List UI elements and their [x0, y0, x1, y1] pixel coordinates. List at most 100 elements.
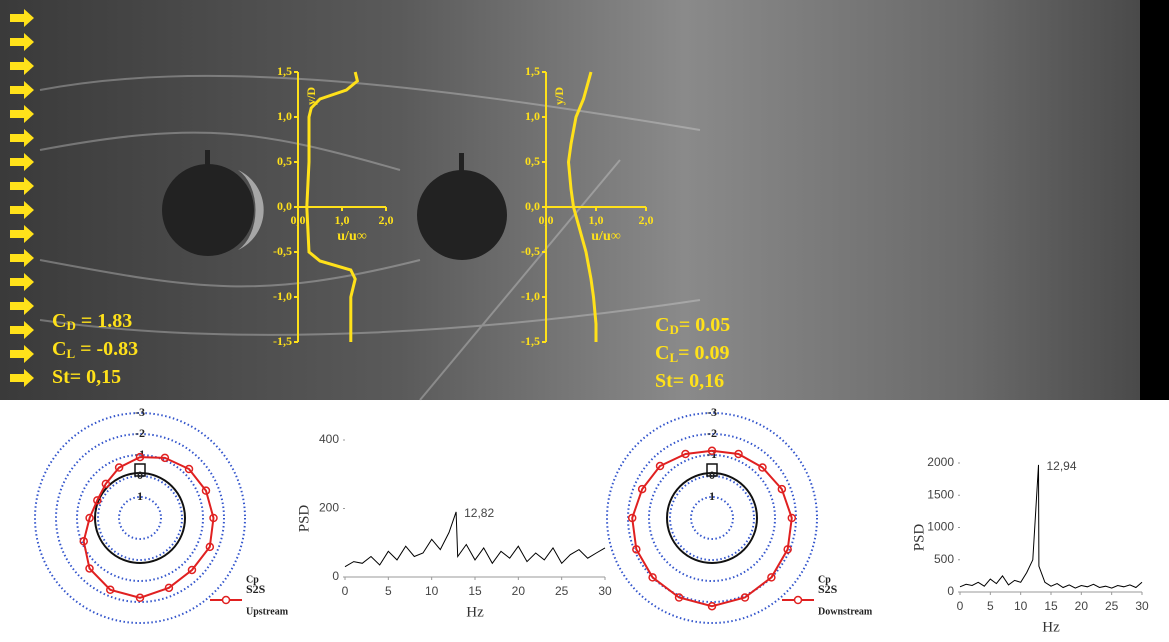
legend-entry: S2S: [818, 582, 838, 596]
x-tick-label: 1,0: [335, 213, 350, 227]
value-text: St= 0,16: [655, 370, 724, 392]
cp-marker: [209, 513, 218, 523]
r-tick-label: 1: [709, 489, 715, 503]
x-tick-label: 5: [987, 599, 994, 613]
cp-marker: [627, 513, 637, 523]
cp-marker: [201, 486, 211, 495]
subscript: L: [66, 346, 75, 361]
r-tick-label: -2: [135, 426, 145, 440]
legend-title: Cp: [818, 574, 831, 585]
legend-subtitle: Upstream: [246, 606, 289, 617]
cp-marker: [164, 583, 174, 593]
inflow-arrow: [10, 297, 34, 315]
x-tick-label: 15: [468, 584, 482, 598]
y-tick-label: 1000: [927, 520, 954, 534]
x-tick-label: 10: [425, 584, 439, 598]
y-tick-label: -1,0: [521, 289, 540, 303]
cp-marker: [777, 484, 787, 494]
x-tick-label: 25: [1105, 599, 1119, 613]
legend-entry: S2S: [246, 582, 266, 596]
y-tick-label: 1,5: [277, 64, 292, 78]
coefficient-label: St= 0,15: [52, 366, 121, 388]
y-tick-label: 0,0: [277, 199, 292, 213]
y-tick-label: 500: [934, 552, 954, 566]
cp-marker: [740, 593, 750, 602]
symbol: C: [52, 310, 66, 332]
legend-title: Cp: [246, 574, 259, 585]
cp-marker: [734, 449, 743, 459]
r-tick-label: -2: [707, 426, 717, 440]
r-grid-ring: [76, 454, 204, 582]
x-tick-label: 0,0: [539, 213, 554, 227]
peak-label: 12,82: [464, 506, 494, 520]
y-tick-label: 2000: [927, 455, 954, 469]
value-text: = -0.83: [75, 338, 138, 360]
value-text: = 0.09: [678, 342, 729, 364]
coefficient-label: CD= 0.05: [655, 314, 730, 337]
x-axis-label: Hz: [466, 604, 484, 620]
r-grid-ring: [690, 496, 734, 540]
value-text: = 0.05: [679, 314, 730, 336]
legend-marker: [793, 595, 803, 605]
inflow-arrow: [10, 81, 34, 99]
r-tick-label: 0: [137, 468, 143, 482]
y-axis-label: y/D: [304, 87, 318, 105]
x-tick-label: 15: [1044, 599, 1058, 613]
subscript: D: [66, 318, 75, 333]
cp-marker: [787, 513, 797, 523]
cp-marker: [101, 479, 111, 489]
y-tick-label: -0,5: [521, 244, 540, 258]
coefficient-label: CL = -0.83: [52, 338, 138, 361]
y-tick-label: 200: [319, 501, 339, 515]
cp-marker: [187, 565, 197, 575]
y-tick-label: 1500: [927, 487, 954, 501]
velocity-profile: [305, 71, 360, 342]
inflow-arrow: [10, 273, 34, 291]
r-tick-label: 0: [709, 468, 715, 482]
velocity-profile: [566, 71, 598, 342]
inflow-arrow: [10, 177, 34, 195]
y-tick-label: 400: [319, 432, 339, 446]
r-tick-label: 1: [137, 489, 143, 503]
r-tick-label: -3: [135, 405, 145, 419]
x-tick-label: 20: [512, 584, 526, 598]
y-tick-label: -1,5: [273, 334, 292, 348]
y-tick-label: 1,5: [525, 64, 540, 78]
y-tick-label: 0: [947, 584, 954, 598]
cp-marker: [707, 601, 717, 611]
cp-marker: [674, 593, 684, 602]
inflow-arrow: [10, 57, 34, 75]
legend-marker: [221, 595, 231, 605]
x-tick-label: 1,0: [589, 213, 604, 227]
legend-subtitle: Downstream: [818, 606, 873, 617]
inflow-arrow: [10, 201, 34, 219]
symbol: C: [655, 342, 669, 364]
cp-marker: [93, 496, 102, 505]
cylinder-outline: [94, 472, 186, 564]
cp-marker: [767, 573, 776, 582]
r-grid-ring: [118, 496, 162, 540]
x-axis-label: Hz: [1042, 619, 1060, 635]
x-tick-label: 0: [342, 584, 349, 598]
inflow-arrow: [10, 345, 34, 363]
cp-marker: [135, 452, 145, 462]
cp-marker: [681, 449, 690, 459]
psd-line: [344, 511, 606, 568]
r-grid-ring: [34, 412, 246, 624]
cp-marker: [783, 545, 792, 554]
cp-marker: [707, 446, 717, 456]
cp-marker: [85, 513, 94, 523]
x-tick-label: 10: [1014, 599, 1028, 613]
y-tick-label: 0,5: [525, 154, 540, 168]
x-axis-label: u/u∞: [337, 229, 366, 244]
cp-marker: [655, 461, 665, 471]
r-grid-ring: [55, 433, 225, 603]
y-tick-label: 1,0: [277, 109, 292, 123]
psd-line: [959, 464, 1143, 589]
subscript: L: [669, 350, 678, 365]
y-axis-label: PSD: [911, 524, 927, 552]
inflow-arrow: [10, 105, 34, 123]
cp-marker: [106, 585, 115, 595]
inflow-arrow: [10, 369, 34, 387]
x-tick-label: 0,0: [291, 213, 306, 227]
